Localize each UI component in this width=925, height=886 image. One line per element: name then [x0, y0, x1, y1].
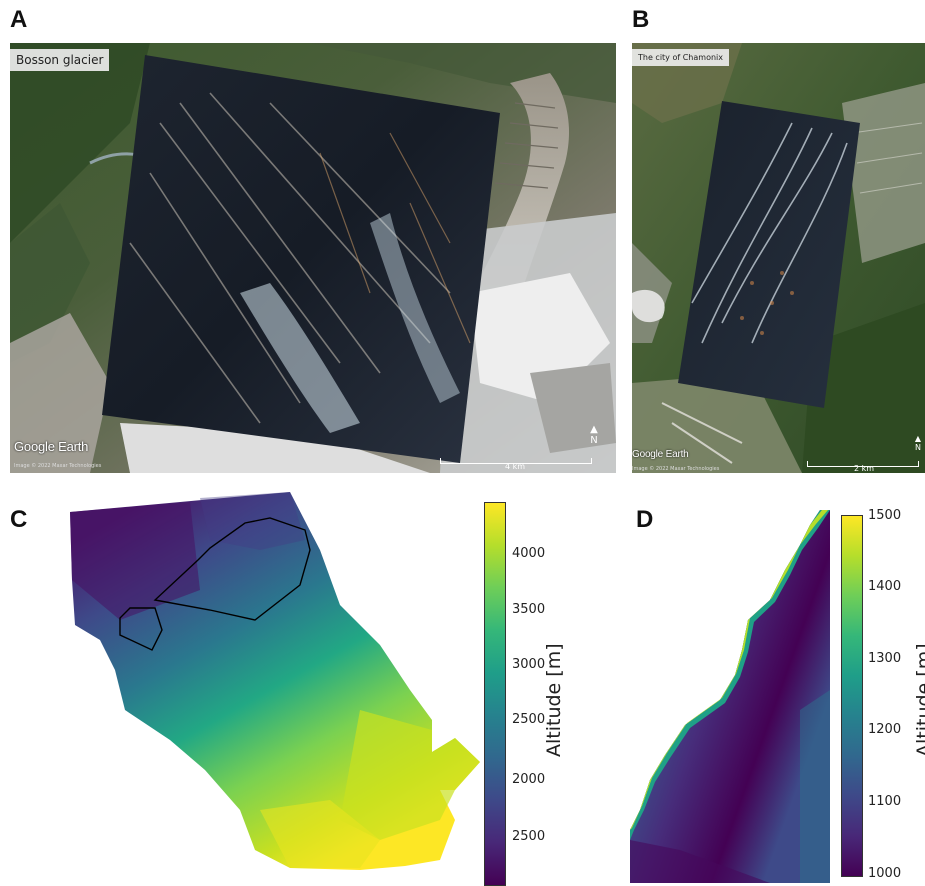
colorbar-d-tick-2: 1300 — [868, 651, 902, 666]
colorbar-c-tick-0: 4000 — [512, 546, 546, 561]
colorbar-c — [484, 502, 506, 886]
colorbar-d — [841, 515, 863, 877]
colorbar-d-tick-3: 1200 — [868, 722, 902, 737]
colorbar-d-tick-5: 1000 — [868, 866, 902, 881]
colorbar-c-tick-4: 2000 — [512, 772, 546, 787]
colorbar-c-tick-1: 3500 — [512, 602, 546, 617]
colorbar-c-tick-5: 2500 — [512, 829, 546, 844]
panel-a-satellite-image: Bosson glacier Google Earth Image © 2022… — [10, 43, 616, 473]
bosson-glacier-satellite-svg — [10, 43, 616, 473]
north-arrow-icon-a: ▲ N — [588, 425, 600, 447]
chamonix-dem-heatmap — [630, 510, 830, 883]
google-earth-attribution-a: Google Earth — [14, 439, 89, 454]
north-label-b: N — [915, 443, 921, 452]
chamonix-satellite-svg — [632, 43, 925, 473]
colorbar-d-label: Altitude [m] — [913, 643, 925, 757]
scale-text-a: 4 km — [504, 462, 526, 471]
panel-d-letter: D — [636, 506, 654, 533]
scale-bar-a — [440, 458, 592, 464]
north-label-a: N — [590, 435, 598, 446]
colorbar-d-tick-1: 1400 — [868, 579, 902, 594]
colorbar-c-tick-3: 2500 — [512, 712, 546, 727]
colorbar-d-tick-4: 1100 — [868, 794, 902, 809]
north-arrow-icon-b: ▲ N — [914, 434, 922, 453]
bosson-glacier-label: Bosson glacier — [10, 49, 110, 71]
panel-a-letter: A — [10, 6, 28, 33]
colorbar-d-tick-0: 1500 — [868, 508, 902, 523]
panel-c-letter: C — [10, 506, 28, 533]
colorbar-d-label-clip: Altitude [m] — [905, 600, 925, 780]
bosson-dem-heatmap — [70, 492, 480, 870]
panel-b-satellite-image: The city of Chamonix Google Earth Image … — [632, 43, 925, 473]
colorbar-c-tick-2: 3000 — [512, 657, 546, 672]
scale-bar-b — [807, 461, 919, 467]
panel-b-letter: B — [632, 6, 650, 33]
colorbar-c-label: Altitude [m] — [543, 643, 565, 757]
scale-text-b: 2 km — [853, 464, 875, 473]
copyright-a: Image © 2022 Maxar Technologies — [14, 463, 102, 469]
copyright-b: Image © 2022 Maxar Technologies — [632, 466, 720, 472]
google-earth-attribution-b: Google Earth — [632, 449, 689, 460]
chamonix-label: The city of Chamonix — [632, 49, 729, 66]
